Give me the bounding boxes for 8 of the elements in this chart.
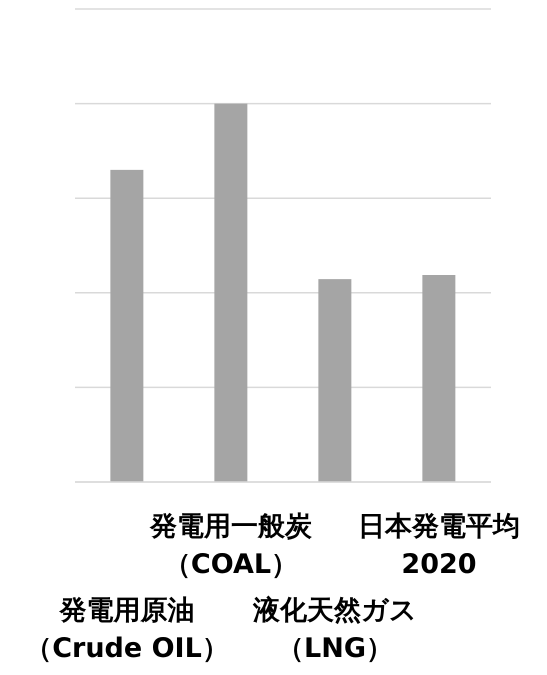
bar (110, 170, 144, 482)
x-tick-label: 日本発電平均 2020 (358, 510, 520, 580)
bar (214, 104, 248, 482)
bar (422, 275, 456, 482)
x-tick-label: 発電用一般炭（COAL） (149, 510, 312, 580)
bar (318, 279, 352, 482)
x-tick-label: 発電用原油（Crude OIL） (25, 594, 229, 664)
x-tick-label: 液化天然ガス（LNG） (252, 594, 417, 664)
